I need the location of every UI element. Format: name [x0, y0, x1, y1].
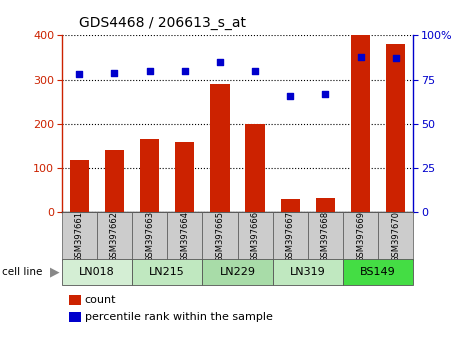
Text: GSM397663: GSM397663 — [145, 211, 154, 262]
Text: LN229: LN229 — [219, 267, 256, 277]
Text: GDS4468 / 206613_s_at: GDS4468 / 206613_s_at — [79, 16, 247, 30]
Bar — [273, 259, 343, 285]
Bar — [316, 198, 335, 212]
Text: ▶: ▶ — [50, 266, 60, 279]
Text: count: count — [85, 295, 116, 305]
Bar — [175, 143, 194, 212]
Bar — [202, 259, 273, 285]
Bar — [343, 259, 413, 285]
Bar — [202, 212, 238, 260]
Bar — [273, 212, 308, 260]
Text: cell line: cell line — [2, 267, 43, 277]
Point — [146, 68, 153, 74]
Point — [111, 70, 118, 75]
Bar — [105, 150, 124, 212]
Bar — [238, 212, 273, 260]
Point — [251, 68, 259, 74]
Bar — [246, 124, 265, 212]
Text: GSM397661: GSM397661 — [75, 211, 84, 262]
Bar — [378, 212, 413, 260]
Text: GSM397668: GSM397668 — [321, 211, 330, 262]
Bar — [62, 259, 132, 285]
Bar — [308, 212, 343, 260]
Bar — [351, 35, 370, 212]
Point — [392, 56, 399, 61]
Point — [322, 91, 329, 97]
Point — [286, 93, 294, 98]
Text: GSM397669: GSM397669 — [356, 211, 365, 262]
Point — [216, 59, 224, 65]
Text: BS149: BS149 — [360, 267, 396, 277]
Point — [76, 72, 83, 77]
Bar — [140, 139, 159, 212]
Text: GSM397664: GSM397664 — [180, 211, 189, 262]
Text: GSM397667: GSM397667 — [286, 211, 294, 262]
Text: LN018: LN018 — [79, 267, 115, 277]
Text: GSM397665: GSM397665 — [216, 211, 224, 262]
Bar — [132, 212, 167, 260]
Bar — [62, 212, 97, 260]
Bar — [97, 212, 132, 260]
Text: GSM397666: GSM397666 — [251, 211, 259, 262]
Point — [181, 68, 189, 74]
Bar — [386, 44, 405, 212]
Text: LN319: LN319 — [290, 267, 326, 277]
Point — [357, 54, 364, 59]
Bar — [167, 212, 202, 260]
Bar — [343, 212, 378, 260]
Bar — [281, 199, 300, 212]
Bar — [210, 84, 229, 212]
Text: GSM397670: GSM397670 — [391, 211, 400, 262]
Text: GSM397662: GSM397662 — [110, 211, 119, 262]
Bar — [132, 259, 202, 285]
Text: LN215: LN215 — [149, 267, 185, 277]
Bar — [70, 160, 89, 212]
Text: percentile rank within the sample: percentile rank within the sample — [85, 312, 273, 322]
